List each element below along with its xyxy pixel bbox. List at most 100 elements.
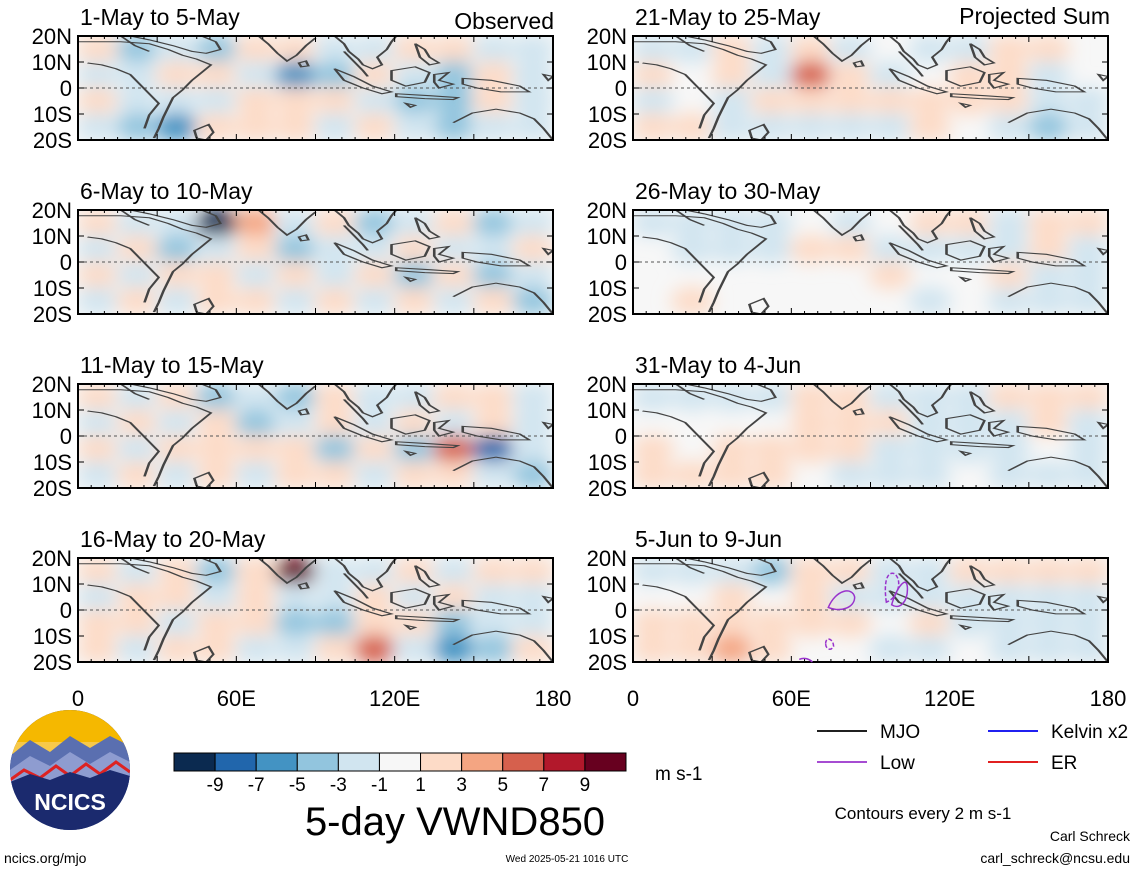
anomaly-cell (511, 634, 553, 662)
panel-title: 16-May to 20-May (80, 526, 266, 552)
anomaly-cell (432, 36, 476, 64)
panel-title: 26-May to 30-May (635, 178, 821, 204)
logo-text: NCICS (34, 789, 106, 815)
anomaly-cell (828, 112, 873, 140)
anomaly-cell (749, 558, 794, 586)
anomaly-cell (115, 210, 160, 238)
anomaly-cell (828, 608, 873, 638)
anomaly-cell (868, 558, 913, 586)
anomaly-cell (749, 36, 794, 64)
lat-tick-label: 0 (60, 250, 72, 275)
anomaly-cell (908, 634, 952, 662)
anomaly-cell (987, 408, 1031, 438)
lat-tick-label: 10S (33, 624, 72, 649)
anomaly-cell (273, 210, 318, 238)
anomaly-cell (115, 634, 160, 662)
lat-tick-label: 20N (587, 198, 627, 223)
anomaly-cell (313, 86, 358, 116)
anomaly-cell (749, 60, 794, 90)
anomaly-cell (828, 36, 873, 64)
anomaly-cell (115, 408, 160, 438)
anomaly-cell (273, 86, 318, 116)
lat-tick-label: 10S (588, 624, 627, 649)
anomaly-cell (511, 210, 553, 238)
anomaly-cell (155, 460, 199, 488)
anomaly-cell (710, 112, 754, 140)
anomaly-cell (273, 286, 318, 314)
anomaly-cell (78, 60, 120, 90)
anomaly-cell (353, 234, 397, 264)
anomaly-cell (471, 36, 516, 64)
anomaly-cell (1026, 112, 1071, 140)
anomaly-cell (392, 112, 437, 140)
anomaly-cell (947, 36, 992, 64)
anomaly-cell (392, 634, 437, 662)
lat-tick-label: 10S (33, 276, 72, 301)
anomaly-cell (749, 234, 794, 264)
anomaly-cell (868, 384, 913, 412)
anomaly-cell (908, 234, 952, 264)
anomaly-cell (868, 634, 913, 662)
anomaly-cell (1026, 234, 1071, 264)
colorbar-units: m s-1 (655, 764, 703, 785)
anomaly-cell (670, 286, 715, 314)
lat-tick-label: 20N (32, 198, 72, 223)
anomaly-cell (908, 384, 952, 412)
lon-tick-label-right: 0 (627, 686, 639, 711)
anomaly-cell (194, 582, 239, 612)
anomaly-cell (353, 36, 397, 64)
anomaly-cell (789, 384, 833, 412)
lat-tick-label: 10S (33, 102, 72, 127)
anomaly-cell (155, 210, 199, 238)
anomaly-cell (234, 582, 278, 612)
anomaly-cell (115, 384, 160, 412)
anomaly-cell (908, 112, 952, 140)
legend-label: ER (1051, 753, 1077, 774)
colorbar-swatch (420, 752, 463, 772)
anomaly-cell (828, 234, 873, 264)
anomaly-cell (987, 36, 1031, 64)
lat-tick-label: 0 (60, 424, 72, 449)
anomaly-cell (353, 608, 397, 638)
legend-label: Kelvin x2 (1051, 722, 1128, 743)
anomaly-cell (78, 36, 120, 64)
anomaly-field (78, 210, 553, 314)
anomaly-cell (908, 582, 952, 612)
anomaly-cell (868, 260, 913, 290)
anomaly-cell (273, 460, 318, 488)
anomaly-cell (392, 86, 437, 116)
anomaly-cell (273, 608, 318, 638)
anomaly-cell (313, 210, 358, 238)
longitude-labels: 0 60E 120E 180 0 60E 120E 180 (72, 686, 1126, 711)
anomaly-cell (710, 234, 754, 264)
anomaly-cell (273, 60, 318, 90)
lat-tick-label: 20S (588, 476, 627, 501)
colorbar-tick-label: -3 (330, 775, 347, 796)
anomaly-cell (828, 60, 873, 90)
lat-tick-label: 10S (588, 450, 627, 475)
anomaly-cell (471, 460, 516, 488)
anomaly-cell (670, 112, 715, 140)
anomaly-cell (987, 434, 1031, 464)
anomaly-cell (194, 558, 239, 586)
colorbar-tick-label: -7 (248, 775, 265, 796)
anomaly-cell (1066, 582, 1108, 612)
anomaly-cell (633, 112, 675, 140)
anomaly-cell (868, 460, 913, 488)
anomaly-cell (234, 260, 278, 290)
anomaly-cell (155, 286, 199, 314)
anomaly-cell (670, 558, 715, 586)
lon-tick-label-right: 180 (1090, 686, 1127, 711)
anomaly-field (78, 384, 553, 488)
anomaly-cell (908, 608, 952, 638)
ncics-logo: NCICS (10, 710, 130, 830)
anomaly-cell (1026, 210, 1071, 238)
colorbar-swatch (255, 752, 298, 772)
anomaly-cell (194, 384, 239, 412)
colorbar-swatch (173, 752, 216, 772)
anomaly-cell (633, 86, 675, 116)
anomaly-cell (789, 558, 833, 586)
lat-tick-label: 20N (587, 372, 627, 397)
